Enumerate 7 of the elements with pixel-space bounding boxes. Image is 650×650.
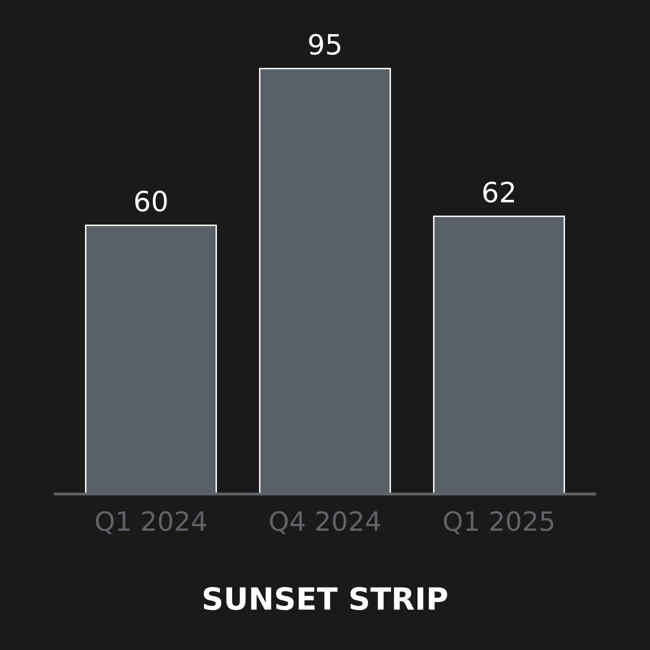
x-tick-label: Q4 2024 xyxy=(270,511,380,534)
x-tick-label: Q1 2024 xyxy=(96,511,206,534)
x-tick-label: Q1 2025 xyxy=(444,511,554,534)
data-label: 95 xyxy=(309,34,340,55)
data-label: 62 xyxy=(483,182,514,203)
data-label: 60 xyxy=(135,190,167,212)
text: SUNSET STRIP xyxy=(204,587,448,610)
